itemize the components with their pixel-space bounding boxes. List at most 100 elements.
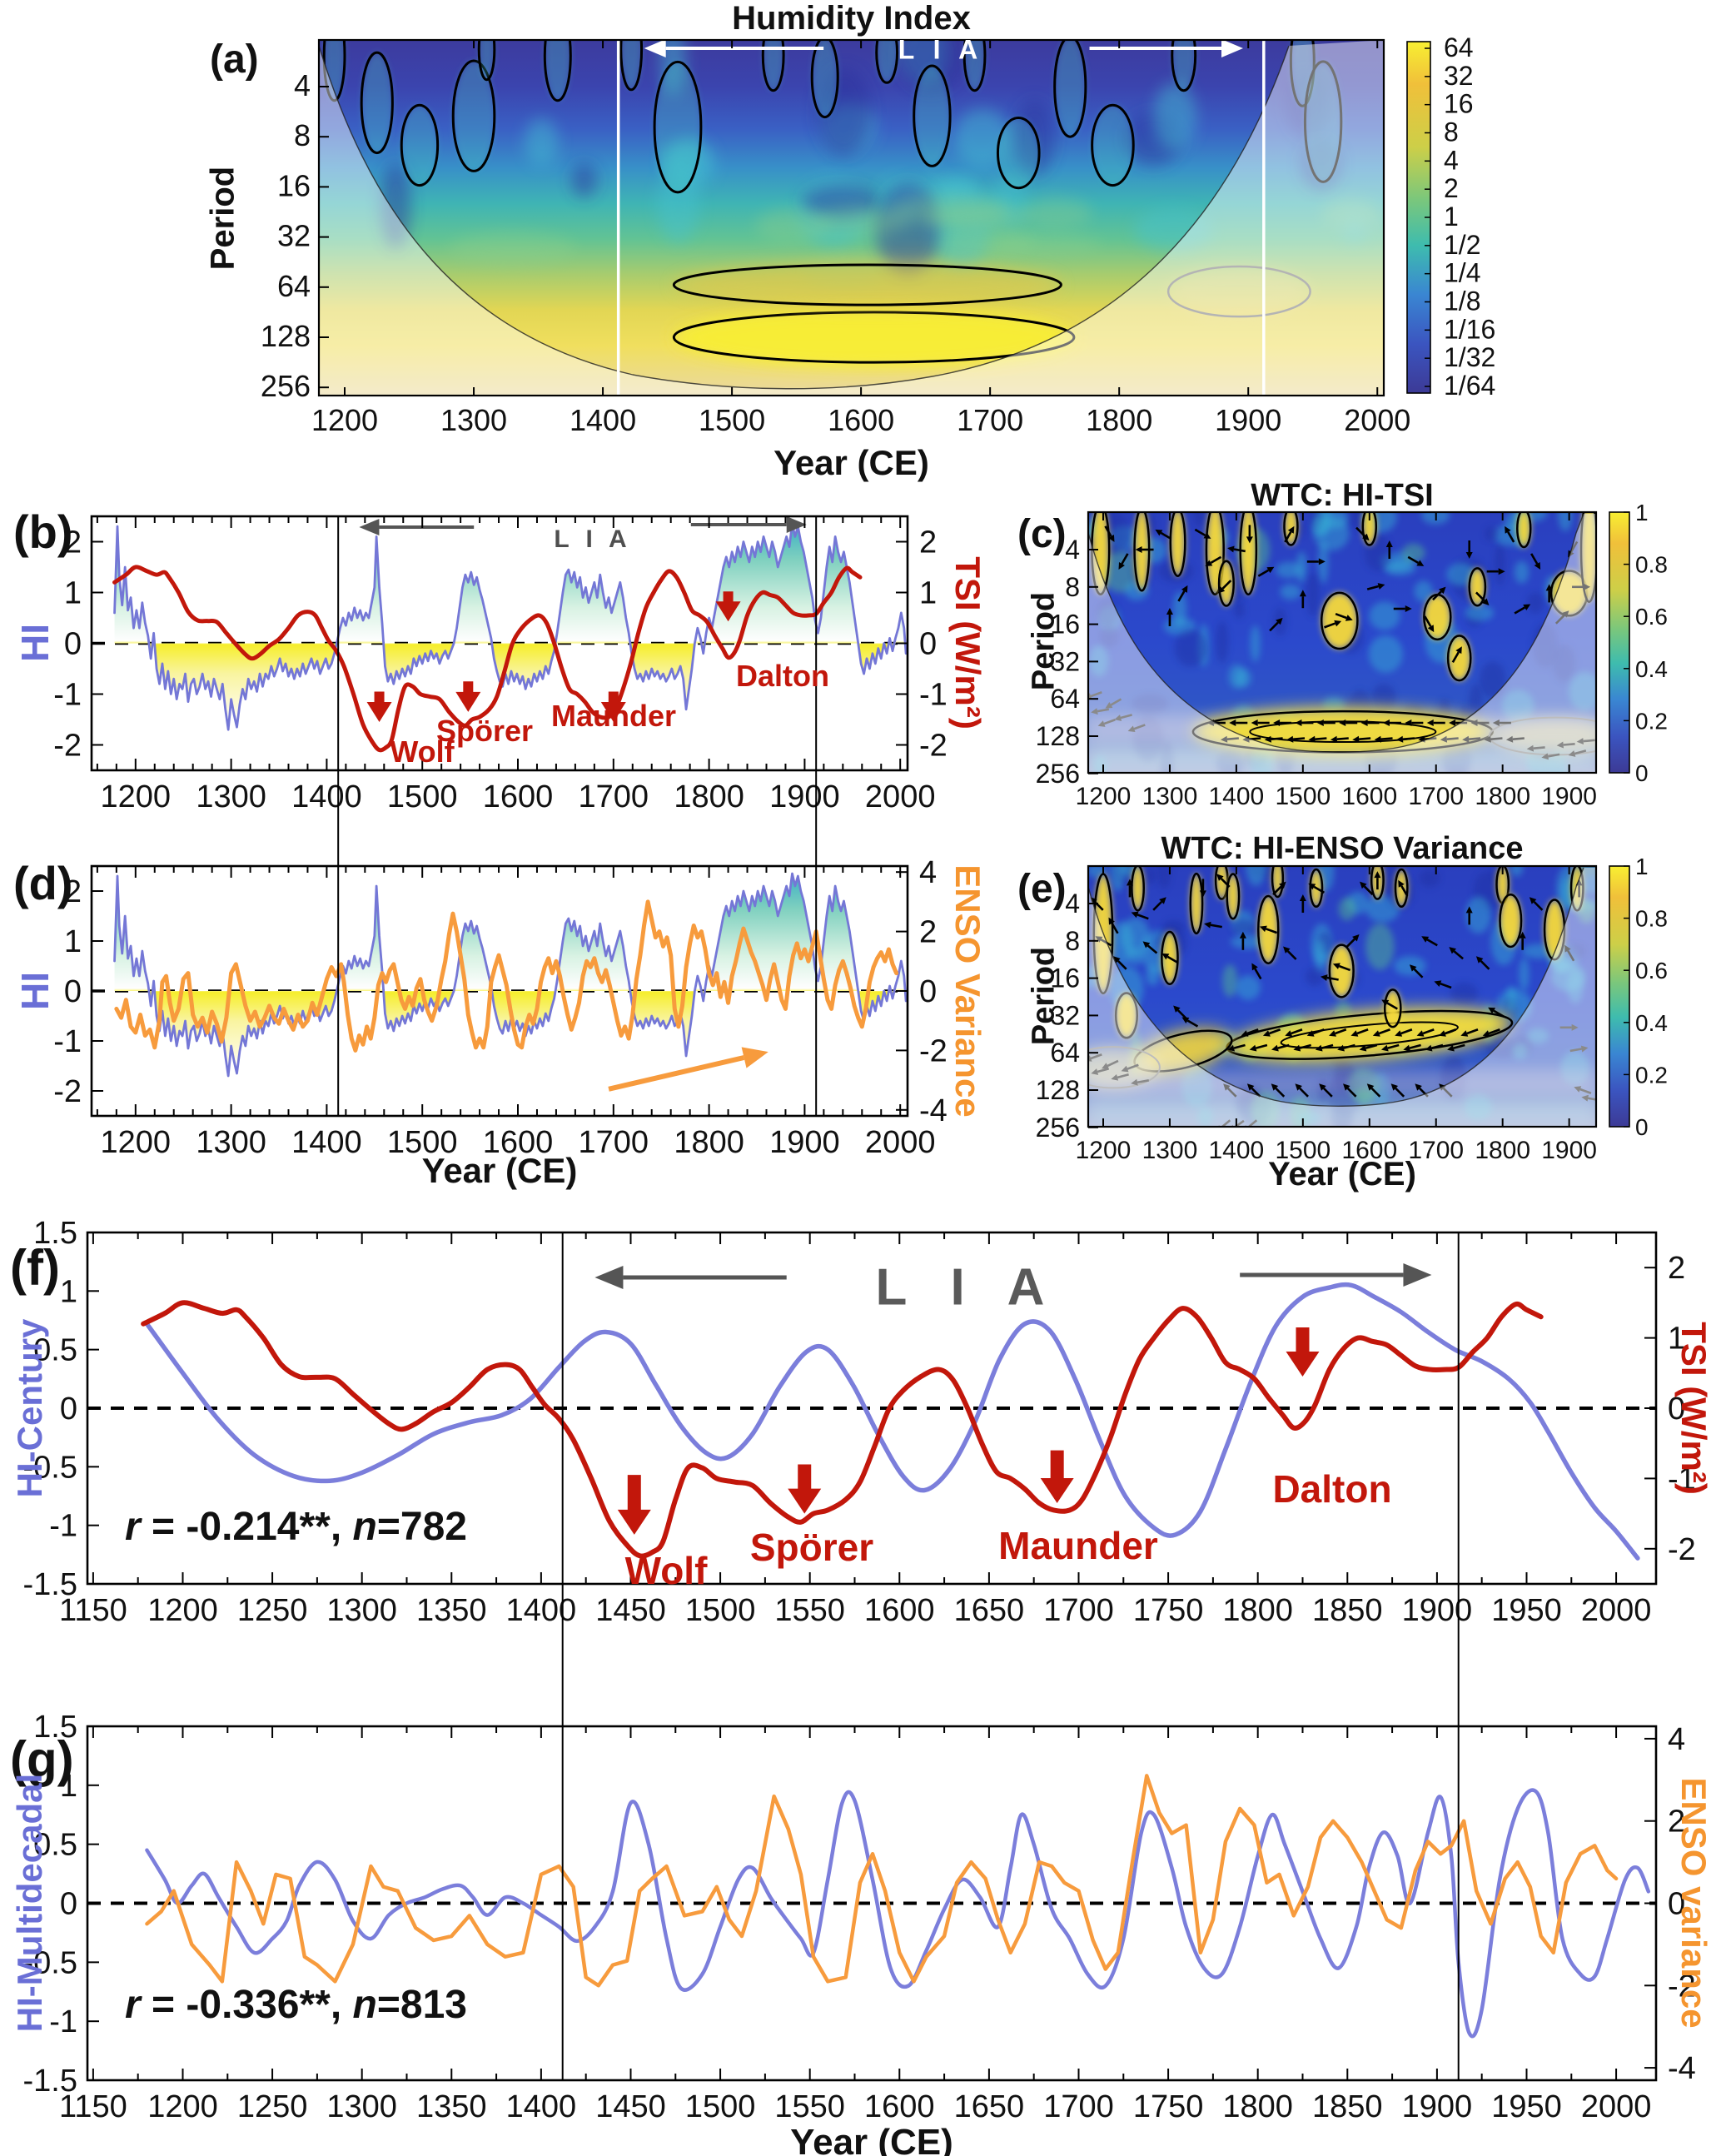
stat-n-value-g: =813	[376, 1983, 467, 2027]
panel-c-plot: 1200 1300 1400 1500 1600 1700 1800 1900 4 8 16 32 64…	[1036, 500, 1668, 810]
tick-label: 16	[277, 168, 311, 202]
panel-a-lia-label: L I A	[898, 34, 984, 65]
tick-label: 1200	[101, 1125, 172, 1160]
tick-label: -1	[1668, 1461, 1696, 1496]
tick-label: 0.8	[1635, 906, 1668, 932]
tick-label: 1	[919, 576, 937, 611]
panel-letter-f: (f)	[10, 1240, 60, 1296]
tick-label: 1800	[1222, 1593, 1293, 1628]
panel-e-title: WTC: HI-ENSO Variance	[1161, 831, 1524, 866]
tick-label: 1400	[291, 1125, 362, 1160]
tick-label: 32	[1050, 646, 1080, 676]
tick-label: 1550	[774, 1593, 845, 1628]
panel-d-ylabel: HI	[13, 972, 57, 1010]
tick-label: 1400	[506, 1593, 577, 1628]
tick-label: 1500	[387, 779, 458, 814]
annotation-dalton-f: Dalton	[1272, 1467, 1392, 1511]
panel-g-stats: r = -0.336**, n=813	[125, 1982, 467, 2028]
tick-label: 64	[1050, 684, 1080, 714]
tick-label: 16	[1050, 963, 1080, 993]
tick-label: 0.6	[1635, 958, 1668, 983]
panel-b-ylabel: HI	[13, 624, 57, 662]
panel-a-ylabel: Period	[204, 166, 241, 271]
tick-label: -0.5	[23, 1450, 77, 1485]
tick-label: 1800	[1086, 403, 1152, 437]
tick-label: 1700	[957, 403, 1023, 437]
tick-label: 0	[1668, 1392, 1685, 1427]
annotation-maunder-f: Maunder	[998, 1524, 1158, 1567]
tick-label: 1200	[147, 1593, 218, 1628]
panel-e-xlabel: Year (CE)	[1268, 1156, 1416, 1193]
tick-label: 1700	[1043, 1593, 1114, 1628]
panel-d-xlabel: Year (CE)	[421, 1151, 578, 1190]
panel-letter-b: (b)	[13, 505, 73, 558]
tick-label: 1150	[59, 2089, 127, 2124]
panel-g-right-label: ENSO variance	[1674, 1777, 1714, 2029]
tick-label: 1500	[685, 2089, 756, 2124]
tick-label: 1/16	[1444, 314, 1495, 344]
annotation-wolf-f: Wolf	[624, 1549, 708, 1592]
tick-label: 1800	[674, 779, 744, 814]
tick-label: 64	[277, 269, 311, 303]
panel-a-xlabel: Year (CE)	[773, 443, 929, 482]
tick-label: 2000	[1581, 2089, 1652, 2124]
tick-label: 64	[1050, 1038, 1080, 1068]
tick-label: -0.5	[23, 1945, 77, 1980]
tick-label: 2	[919, 525, 937, 560]
panel-d-plot: 1200 1300 1400 1500 1600 1700 1800 1900 2000 2 1 0 -…	[53, 855, 948, 1160]
tick-label: 0.4	[1635, 656, 1668, 682]
panel-d-right-label: ENSO Variance	[948, 864, 987, 1118]
panel-g-ylabel: HI-Multidecadal	[10, 1773, 49, 2033]
panel-b-lia-label: L I A	[554, 525, 632, 553]
tick-label: 1750	[1133, 2089, 1204, 2124]
tick-label: 8	[1065, 926, 1080, 956]
tick-label: -1	[49, 2004, 77, 2039]
stat-n-symbol-g: n	[352, 1983, 377, 2027]
tick-label: -2	[919, 729, 948, 764]
stat-r-value-g: = -0.336**,	[140, 1983, 353, 2027]
tick-label: 1300	[1142, 783, 1198, 810]
tick-label: 1600	[828, 403, 894, 437]
tick-label: 1650	[954, 2089, 1025, 2124]
annotation-spoerer-b: Spörer	[435, 714, 534, 748]
tick-label: 2000	[865, 1125, 936, 1160]
panel-letter-d: (d)	[13, 857, 73, 909]
panel-e-ylabel: Period	[1026, 946, 1062, 1046]
tick-label: 1800	[1475, 1137, 1530, 1164]
panel-c-title: WTC: HI-TSI	[1251, 478, 1434, 513]
tick-label: 2	[919, 915, 937, 950]
tick-label: 1300	[196, 779, 266, 814]
tick-label: 1600	[864, 2089, 935, 2124]
tick-label: 1/4	[1444, 258, 1480, 288]
tick-label: 1/2	[1444, 230, 1480, 260]
tick-label: 128	[261, 319, 311, 353]
stat-n-symbol: n	[352, 1505, 377, 1549]
tick-label: 1900	[1541, 783, 1597, 810]
tick-label: 1200	[311, 403, 378, 437]
tick-label: 1500	[685, 1593, 756, 1628]
tick-label: 32	[1444, 61, 1474, 91]
tick-label: 2000	[1344, 403, 1410, 437]
tick-label: 1800	[1222, 2089, 1293, 2124]
tick-label: 1550	[774, 2089, 845, 2124]
tick-label: 1850	[1312, 2089, 1383, 2124]
tick-label: 1600	[483, 1125, 554, 1160]
tick-label: 1.5	[33, 1216, 77, 1251]
annotation-dalton-b: Dalton	[736, 659, 829, 693]
tick-label: 1900	[769, 779, 840, 814]
tick-label: 1750	[1133, 1593, 1204, 1628]
tick-label: 0	[919, 627, 937, 662]
tick-label: 1900	[769, 1125, 840, 1160]
tick-label: -4	[919, 1093, 948, 1128]
tick-label: -1	[53, 678, 82, 713]
tick-label: 0.8	[1635, 552, 1668, 578]
tick-label: 16	[1444, 89, 1474, 119]
tick-label: 2	[1668, 1251, 1685, 1286]
panel-f-stats: r = -0.214**, n=782	[125, 1504, 467, 1550]
tick-label: 1650	[954, 1593, 1025, 1628]
tick-label: 1600	[1341, 783, 1397, 810]
tick-label: -1	[919, 678, 948, 713]
tick-label: 1950	[1491, 1593, 1562, 1628]
tick-label: 1600	[483, 779, 554, 814]
annotation-wolf-b: Wolf	[390, 734, 455, 769]
